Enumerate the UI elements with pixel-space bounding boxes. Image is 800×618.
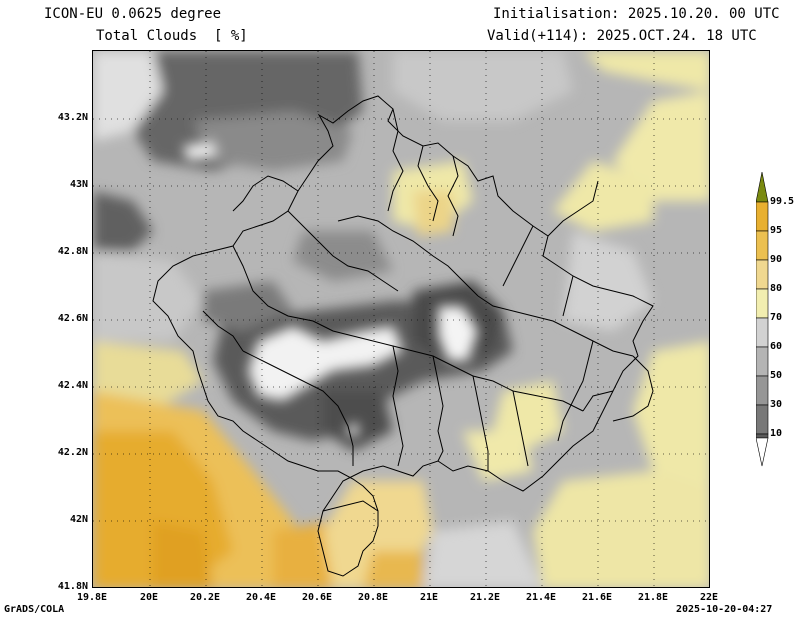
legend-label: 99.5	[770, 196, 795, 207]
lon-label: 22E	[699, 592, 719, 603]
lat-label: 43.2N	[57, 112, 88, 123]
lat-label: 42.2N	[57, 447, 88, 458]
legend-swatch	[756, 288, 769, 319]
model-title: ICON-EU 0.0625 degree	[44, 6, 222, 22]
init-time: Initialisation: 2025.10.20. 00 UTC	[493, 6, 780, 22]
lon-label: 20.2E	[189, 592, 221, 603]
boundaries	[152, 95, 654, 577]
lat-label: 42.8N	[57, 246, 88, 257]
legend-swatch	[756, 375, 769, 406]
legend-overflow-triangle	[756, 172, 769, 203]
footer-credit: GrADS/COLA	[4, 604, 65, 615]
legend-label: 30	[770, 399, 783, 410]
color-legend	[756, 172, 769, 467]
cloud-field	[93, 51, 709, 587]
lat-label: 42.4N	[57, 380, 88, 391]
lon-label: 19.8E	[76, 592, 108, 603]
lat-label: 42N	[69, 514, 88, 525]
legend-swatch	[756, 317, 769, 348]
lon-label: 20.4E	[245, 592, 277, 603]
legend-label: 80	[770, 283, 783, 294]
legend-swatch	[756, 346, 769, 377]
legend-swatch	[756, 404, 769, 435]
map-gridlines	[93, 51, 709, 587]
legend-label: 10	[770, 428, 783, 439]
legend-swatch	[756, 259, 769, 290]
lon-label: 21.6E	[581, 592, 613, 603]
lon-label: 20.8E	[357, 592, 389, 603]
lon-label: 20E	[139, 592, 159, 603]
legend-underflow-triangle	[756, 437, 769, 467]
footer-timestamp: 2025-10-20-04:27	[676, 604, 773, 615]
lat-label: 43N	[69, 179, 88, 190]
legend-swatch	[756, 230, 769, 261]
lat-label: 42.6N	[57, 313, 88, 324]
legend-label: 60	[770, 341, 783, 352]
legend-label: 90	[770, 254, 783, 265]
legend-label: 70	[770, 312, 783, 323]
lon-label: 21.2E	[469, 592, 501, 603]
legend-label: 50	[770, 370, 783, 381]
legend-swatch	[756, 433, 769, 439]
valid-time: Valid(+114): 2025.OCT.24. 18 UTC	[487, 28, 757, 44]
cloud-map	[92, 50, 710, 588]
legend-swatch	[756, 201, 769, 232]
variable-title: Total Clouds [ %]	[96, 28, 248, 44]
lon-label: 21.8E	[637, 592, 669, 603]
lat-label: 41.8N	[57, 581, 88, 592]
lon-label: 21.4E	[525, 592, 557, 603]
legend-label: 95	[770, 225, 783, 236]
lon-label: 21E	[419, 592, 439, 603]
lon-label: 20.6E	[301, 592, 333, 603]
